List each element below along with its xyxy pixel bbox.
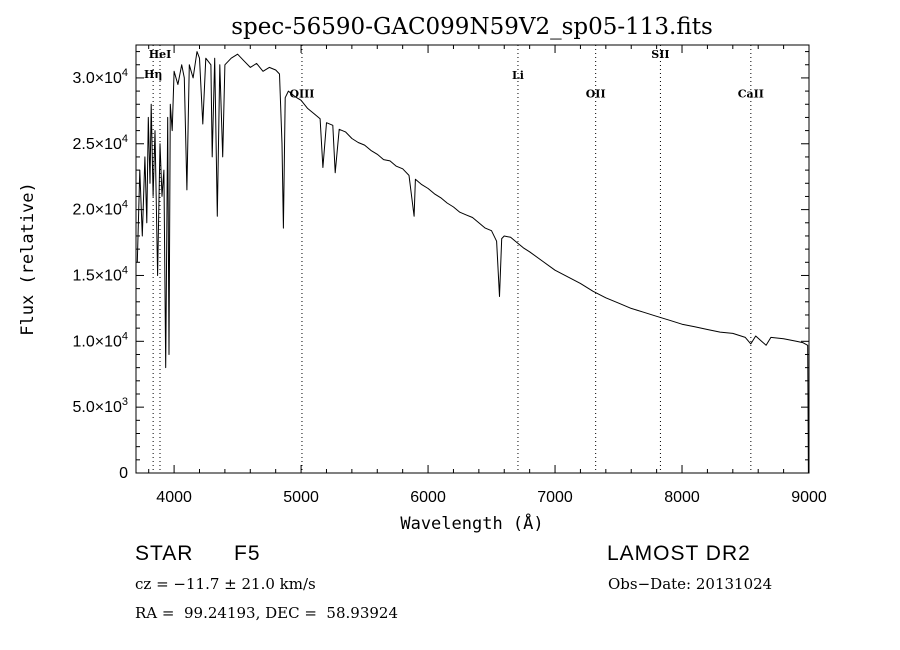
x-tick-label: 8000	[664, 489, 700, 506]
object-type: STAR	[135, 542, 194, 565]
y-tick-label: 2.5×104	[72, 133, 128, 153]
line-marker-label: Hη	[144, 68, 162, 81]
y-tick-label: 5.0×103	[72, 396, 128, 416]
line-markers: HeI Hη OIII Li OII SII CaII	[144, 45, 764, 473]
redshift-velocity: cz = −11.7 ± 21.0 km/s	[135, 575, 316, 593]
x-tick-label: 6000	[410, 489, 446, 506]
spectrum-line	[136, 51, 809, 474]
line-marker-label: OII	[586, 88, 606, 101]
line-marker-label: CaII	[738, 88, 764, 101]
spectral-class: F5	[234, 542, 261, 565]
x-tick-label: 7000	[537, 489, 573, 506]
spectrum-series	[136, 51, 809, 474]
y-tick-label: 1.5×104	[72, 264, 128, 284]
survey-name: LAMOST DR2	[607, 542, 751, 565]
x-tick-label: 4000	[156, 489, 192, 506]
y-axis-label: Flux (relative)	[18, 182, 38, 336]
y-tick-label: 0	[119, 465, 128, 482]
x-tick-label: 5000	[283, 489, 319, 506]
chart-title: spec-56590-GAC099N59V2_sp05-113.fits	[231, 14, 713, 40]
observation-date: Obs−Date: 20131024	[608, 575, 773, 593]
y-tick-label: 3.0×104	[72, 67, 128, 87]
line-marker-label: Li	[512, 69, 524, 82]
x-axis-label: Wavelength (Å)	[400, 512, 543, 534]
plot-frame	[135, 44, 810, 474]
axis-ticks: 4000 5000 6000 7000 8000 9000 0 5.0×103 1.0×104 1…	[72, 45, 827, 506]
y-tick-label: 2.0×104	[72, 199, 128, 219]
y-tick-label: 1.0×104	[72, 330, 128, 350]
sky-coordinates: RA = 99.24193, DEC = 58.93924	[135, 604, 399, 622]
x-tick-label: 9000	[791, 489, 827, 506]
line-marker-label: HeI	[149, 48, 172, 61]
line-marker-label: OIII	[289, 88, 314, 101]
line-marker-label: SII	[651, 48, 669, 61]
